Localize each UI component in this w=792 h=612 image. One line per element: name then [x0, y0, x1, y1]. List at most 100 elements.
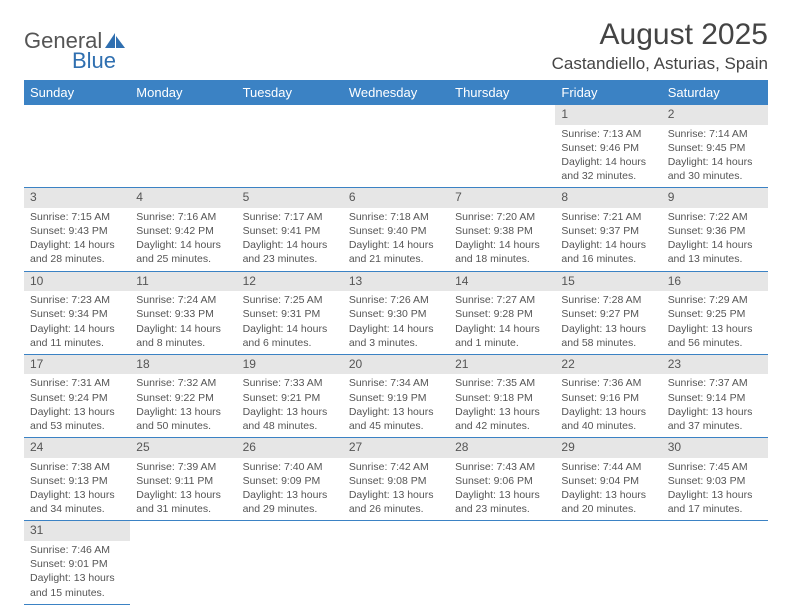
calendar-week-row: 1Sunrise: 7:13 AMSunset: 9:46 PMDaylight… — [24, 105, 768, 188]
day-number: 16 — [662, 272, 768, 292]
calendar-table: SundayMondayTuesdayWednesdayThursdayFrid… — [24, 80, 768, 605]
day-details: Sunrise: 7:26 AMSunset: 9:30 PMDaylight:… — [343, 291, 449, 354]
day-details: Sunrise: 7:45 AMSunset: 9:03 PMDaylight:… — [662, 458, 768, 521]
day-details: Sunrise: 7:32 AMSunset: 9:22 PMDaylight:… — [130, 374, 236, 437]
day-number: 22 — [555, 355, 661, 375]
day-details: Sunrise: 7:16 AMSunset: 9:42 PMDaylight:… — [130, 208, 236, 271]
calendar-week-row: 31Sunrise: 7:46 AMSunset: 9:01 PMDayligh… — [24, 521, 768, 604]
day-details: Sunrise: 7:29 AMSunset: 9:25 PMDaylight:… — [662, 291, 768, 354]
calendar-cell: 29Sunrise: 7:44 AMSunset: 9:04 PMDayligh… — [555, 438, 661, 521]
calendar-cell: 14Sunrise: 7:27 AMSunset: 9:28 PMDayligh… — [449, 271, 555, 354]
calendar-cell: 22Sunrise: 7:36 AMSunset: 9:16 PMDayligh… — [555, 354, 661, 437]
day-details: Sunrise: 7:27 AMSunset: 9:28 PMDaylight:… — [449, 291, 555, 354]
day-number: 24 — [24, 438, 130, 458]
weekday-header: Tuesday — [237, 80, 343, 105]
calendar-cell: 8Sunrise: 7:21 AMSunset: 9:37 PMDaylight… — [555, 188, 661, 271]
calendar-week-row: 17Sunrise: 7:31 AMSunset: 9:24 PMDayligh… — [24, 354, 768, 437]
day-details: Sunrise: 7:18 AMSunset: 9:40 PMDaylight:… — [343, 208, 449, 271]
day-details: Sunrise: 7:34 AMSunset: 9:19 PMDaylight:… — [343, 374, 449, 437]
calendar-cell: 12Sunrise: 7:25 AMSunset: 9:31 PMDayligh… — [237, 271, 343, 354]
day-details: Sunrise: 7:43 AMSunset: 9:06 PMDaylight:… — [449, 458, 555, 521]
day-number: 29 — [555, 438, 661, 458]
calendar-cell — [343, 521, 449, 604]
day-number: 4 — [130, 188, 236, 208]
calendar-cell: 1Sunrise: 7:13 AMSunset: 9:46 PMDaylight… — [555, 105, 661, 188]
weekday-header: Sunday — [24, 80, 130, 105]
day-number: 28 — [449, 438, 555, 458]
day-details: Sunrise: 7:13 AMSunset: 9:46 PMDaylight:… — [555, 125, 661, 188]
day-details: Sunrise: 7:25 AMSunset: 9:31 PMDaylight:… — [237, 291, 343, 354]
calendar-cell — [237, 105, 343, 188]
day-number: 18 — [130, 355, 236, 375]
calendar-cell — [24, 105, 130, 188]
calendar-cell: 3Sunrise: 7:15 AMSunset: 9:43 PMDaylight… — [24, 188, 130, 271]
weekday-header: Wednesday — [343, 80, 449, 105]
day-details: Sunrise: 7:17 AMSunset: 9:41 PMDaylight:… — [237, 208, 343, 271]
day-number: 5 — [237, 188, 343, 208]
calendar-cell: 28Sunrise: 7:43 AMSunset: 9:06 PMDayligh… — [449, 438, 555, 521]
day-number: 6 — [343, 188, 449, 208]
calendar-week-row: 24Sunrise: 7:38 AMSunset: 9:13 PMDayligh… — [24, 438, 768, 521]
day-number: 3 — [24, 188, 130, 208]
day-number: 2 — [662, 105, 768, 125]
calendar-cell: 31Sunrise: 7:46 AMSunset: 9:01 PMDayligh… — [24, 521, 130, 604]
calendar-cell: 4Sunrise: 7:16 AMSunset: 9:42 PMDaylight… — [130, 188, 236, 271]
calendar-cell: 21Sunrise: 7:35 AMSunset: 9:18 PMDayligh… — [449, 354, 555, 437]
calendar-cell — [449, 521, 555, 604]
calendar-cell — [343, 105, 449, 188]
calendar-cell — [662, 521, 768, 604]
weekday-header: Monday — [130, 80, 236, 105]
day-details: Sunrise: 7:36 AMSunset: 9:16 PMDaylight:… — [555, 374, 661, 437]
day-details: Sunrise: 7:24 AMSunset: 9:33 PMDaylight:… — [130, 291, 236, 354]
day-details: Sunrise: 7:31 AMSunset: 9:24 PMDaylight:… — [24, 374, 130, 437]
calendar-cell: 15Sunrise: 7:28 AMSunset: 9:27 PMDayligh… — [555, 271, 661, 354]
day-details: Sunrise: 7:21 AMSunset: 9:37 PMDaylight:… — [555, 208, 661, 271]
day-details: Sunrise: 7:39 AMSunset: 9:11 PMDaylight:… — [130, 458, 236, 521]
day-details: Sunrise: 7:22 AMSunset: 9:36 PMDaylight:… — [662, 208, 768, 271]
day-details: Sunrise: 7:14 AMSunset: 9:45 PMDaylight:… — [662, 125, 768, 188]
calendar-cell: 23Sunrise: 7:37 AMSunset: 9:14 PMDayligh… — [662, 354, 768, 437]
day-number: 11 — [130, 272, 236, 292]
day-details: Sunrise: 7:44 AMSunset: 9:04 PMDaylight:… — [555, 458, 661, 521]
weekday-header: Friday — [555, 80, 661, 105]
calendar-cell: 24Sunrise: 7:38 AMSunset: 9:13 PMDayligh… — [24, 438, 130, 521]
day-number: 25 — [130, 438, 236, 458]
day-number: 14 — [449, 272, 555, 292]
calendar-cell: 25Sunrise: 7:39 AMSunset: 9:11 PMDayligh… — [130, 438, 236, 521]
calendar-cell: 27Sunrise: 7:42 AMSunset: 9:08 PMDayligh… — [343, 438, 449, 521]
day-number: 15 — [555, 272, 661, 292]
day-details: Sunrise: 7:28 AMSunset: 9:27 PMDaylight:… — [555, 291, 661, 354]
weekday-header: Thursday — [449, 80, 555, 105]
calendar-header-row: SundayMondayTuesdayWednesdayThursdayFrid… — [24, 80, 768, 105]
calendar-cell: 5Sunrise: 7:17 AMSunset: 9:41 PMDaylight… — [237, 188, 343, 271]
calendar-cell: 20Sunrise: 7:34 AMSunset: 9:19 PMDayligh… — [343, 354, 449, 437]
day-number: 10 — [24, 272, 130, 292]
calendar-cell — [449, 105, 555, 188]
day-number: 20 — [343, 355, 449, 375]
page-title: August 2025 — [552, 18, 768, 52]
day-number: 13 — [343, 272, 449, 292]
day-details: Sunrise: 7:33 AMSunset: 9:21 PMDaylight:… — [237, 374, 343, 437]
calendar-cell — [555, 521, 661, 604]
calendar-cell: 9Sunrise: 7:22 AMSunset: 9:36 PMDaylight… — [662, 188, 768, 271]
calendar-cell: 11Sunrise: 7:24 AMSunset: 9:33 PMDayligh… — [130, 271, 236, 354]
calendar-week-row: 3Sunrise: 7:15 AMSunset: 9:43 PMDaylight… — [24, 188, 768, 271]
calendar-cell — [130, 521, 236, 604]
calendar-cell — [130, 105, 236, 188]
calendar-cell: 16Sunrise: 7:29 AMSunset: 9:25 PMDayligh… — [662, 271, 768, 354]
day-number: 7 — [449, 188, 555, 208]
calendar-cell: 18Sunrise: 7:32 AMSunset: 9:22 PMDayligh… — [130, 354, 236, 437]
calendar-cell: 2Sunrise: 7:14 AMSunset: 9:45 PMDaylight… — [662, 105, 768, 188]
calendar-cell: 13Sunrise: 7:26 AMSunset: 9:30 PMDayligh… — [343, 271, 449, 354]
day-number: 19 — [237, 355, 343, 375]
calendar-cell: 26Sunrise: 7:40 AMSunset: 9:09 PMDayligh… — [237, 438, 343, 521]
calendar-cell: 19Sunrise: 7:33 AMSunset: 9:21 PMDayligh… — [237, 354, 343, 437]
calendar-body: 1Sunrise: 7:13 AMSunset: 9:46 PMDaylight… — [24, 105, 768, 604]
day-number: 9 — [662, 188, 768, 208]
day-details: Sunrise: 7:23 AMSunset: 9:34 PMDaylight:… — [24, 291, 130, 354]
day-number: 26 — [237, 438, 343, 458]
day-number: 8 — [555, 188, 661, 208]
day-number: 12 — [237, 272, 343, 292]
calendar-cell: 17Sunrise: 7:31 AMSunset: 9:24 PMDayligh… — [24, 354, 130, 437]
day-details: Sunrise: 7:37 AMSunset: 9:14 PMDaylight:… — [662, 374, 768, 437]
